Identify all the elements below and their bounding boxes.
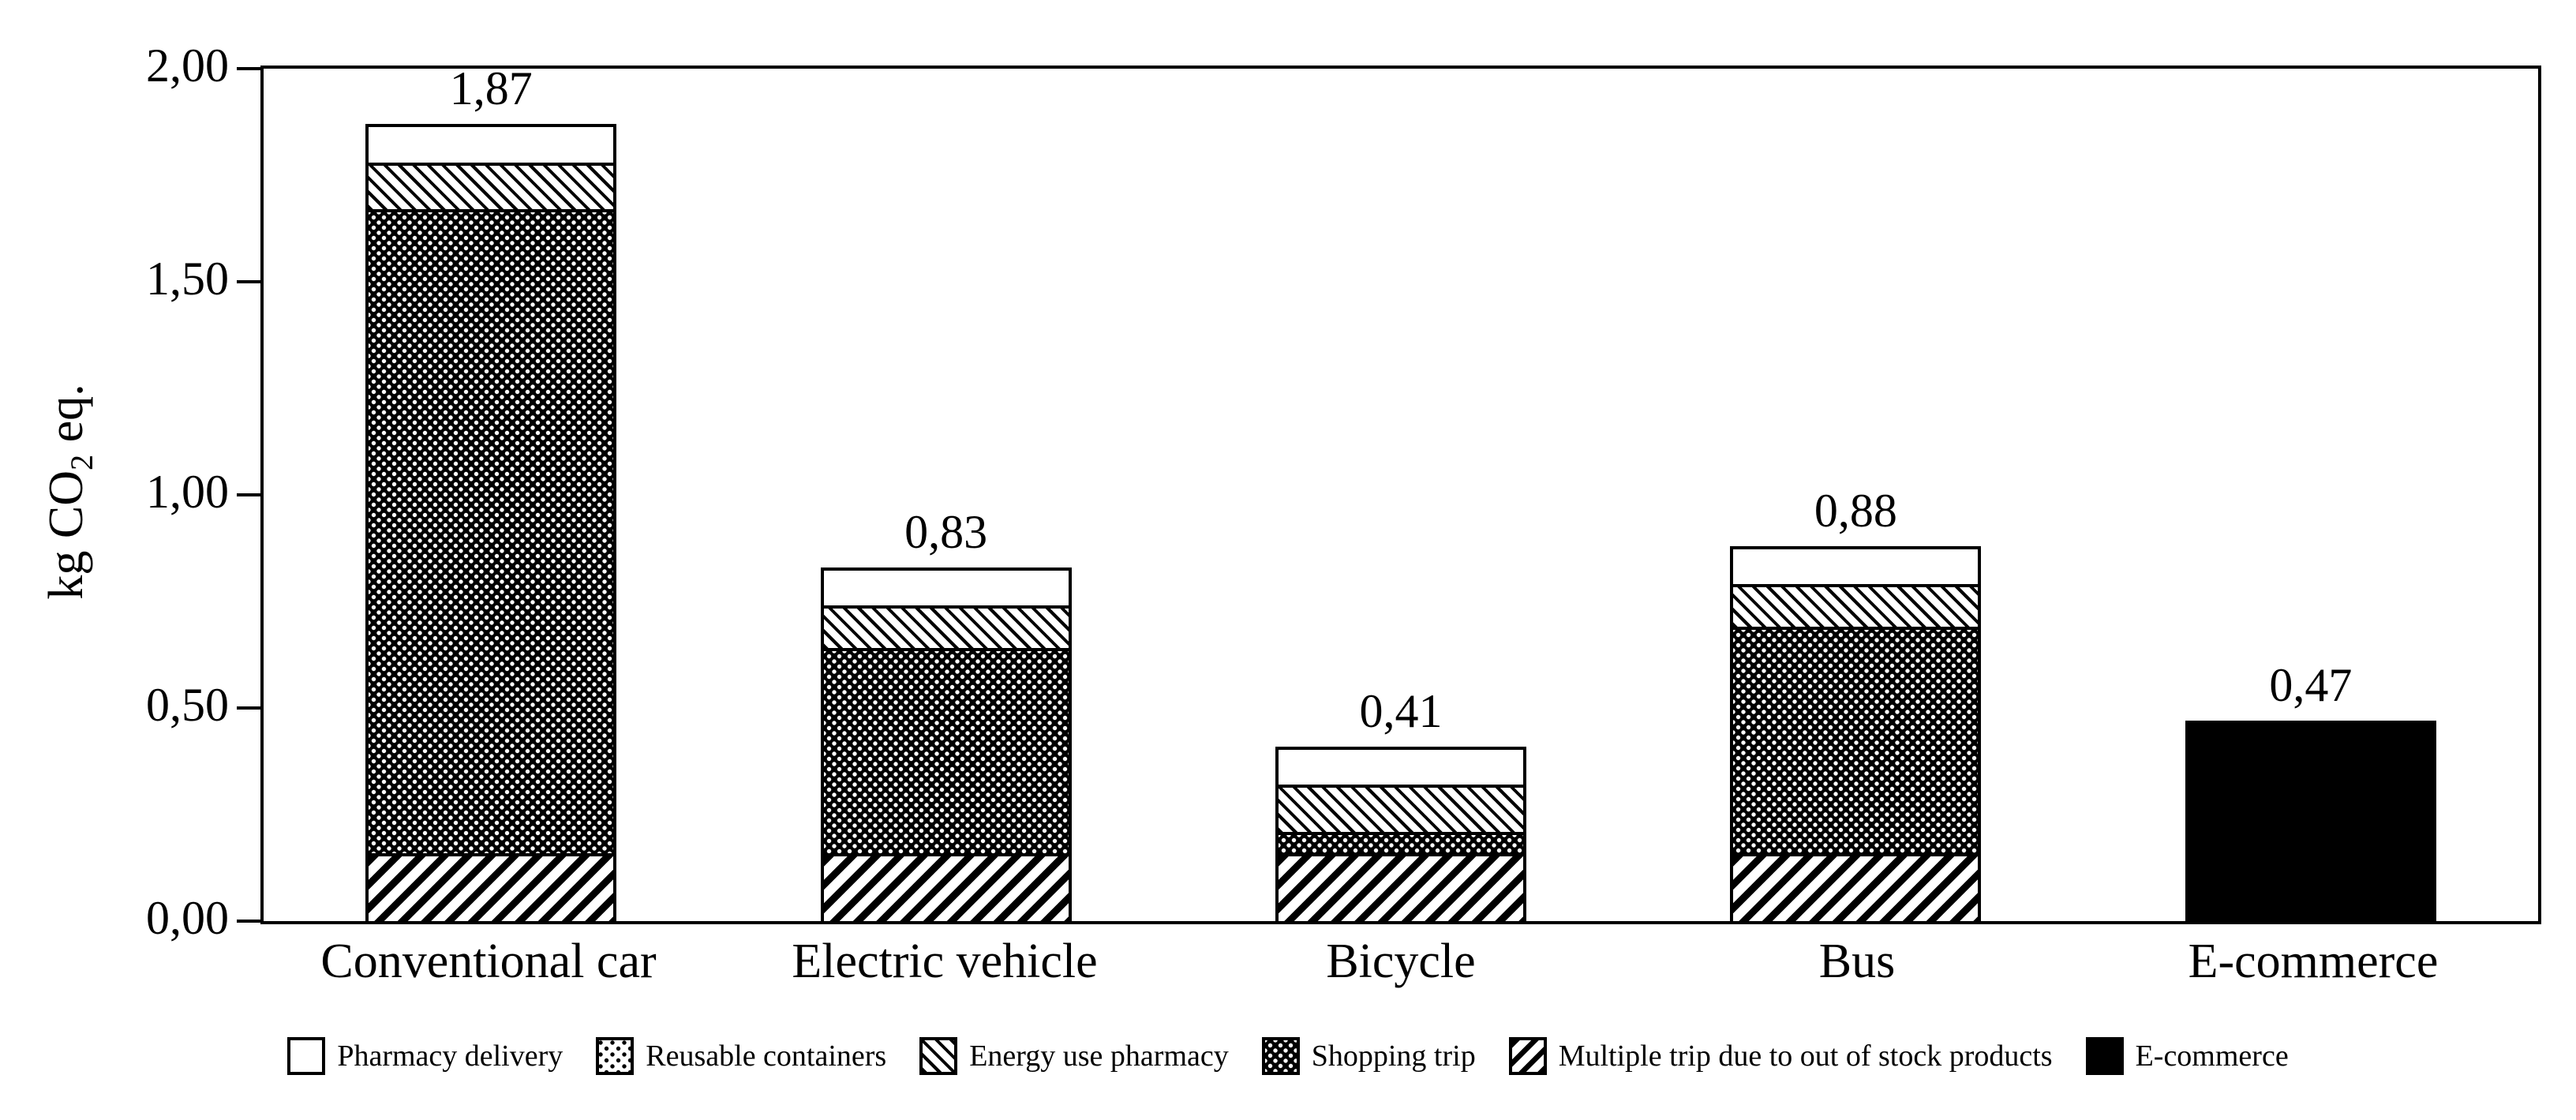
y-axis-tick <box>237 280 260 283</box>
bar-segment-solid <box>2185 721 2436 921</box>
legend-item-pharmacy-delivery: Pharmacy delivery <box>287 1037 563 1075</box>
legend-item-reusable-containers: Reusable containers <box>596 1037 886 1075</box>
y-axis-tick-label: 0,50 <box>146 679 229 731</box>
bar-segment-hatch <box>365 162 617 210</box>
bar-segment-dense-dots <box>1275 831 1527 853</box>
plot-area: 1,87 0,83 0,41 0,88 0,47 <box>237 62 2541 924</box>
y-axis-title-suffix: eq. <box>39 384 93 455</box>
stacked-bar <box>2185 721 2436 921</box>
stacked-bar <box>1275 746 1527 921</box>
legend-label: Reusable containers <box>646 1039 887 1073</box>
bar-segment-plain <box>820 567 1072 606</box>
legend-label: E-commerce <box>2135 1039 2289 1073</box>
legend-label: Multiple trip due to out of stock produc… <box>1558 1039 2053 1073</box>
legend-swatch-stripes <box>1508 1037 1547 1075</box>
bar-total-label: 0,88 <box>1814 484 1897 537</box>
category-label: E-commerce <box>2188 935 2439 988</box>
bar-total-label: 0,41 <box>1359 684 1443 737</box>
stacked-bar <box>365 124 617 921</box>
legend-item-energy-use-pharmacy: Energy use pharmacy <box>919 1037 1229 1075</box>
y-axis-tick <box>237 706 260 710</box>
bar-segment-stripes <box>1730 852 1982 921</box>
y-axis-tick-label: 1,00 <box>146 466 229 518</box>
y-axis-tick <box>237 493 260 496</box>
bar-slot-bicycle: 0,41 <box>1174 69 1628 921</box>
category-label: Conventional car <box>320 935 657 988</box>
legend-swatch-sparse-dots <box>596 1037 635 1075</box>
bar-segment-dense-dots <box>1730 627 1982 853</box>
legend-label: Energy use pharmacy <box>969 1039 1229 1073</box>
legend-item-shopping-trip: Shopping trip <box>1261 1037 1476 1075</box>
bar-segment-hatch <box>1275 785 1527 832</box>
y-axis-tick <box>237 67 260 70</box>
bar-slot-e-commerce: 0,47 <box>2084 69 2538 921</box>
x-axis-category-labels: Conventional car Electric vehicle Bicycle B… <box>260 933 2541 990</box>
bar-total-label: 0,83 <box>904 505 988 558</box>
category-label: Bus <box>1818 935 1896 988</box>
bar-segment-plain <box>365 124 617 163</box>
legend-swatch-solid <box>2085 1037 2124 1075</box>
bar-segment-stripes <box>1275 852 1527 921</box>
bar-segment-hatch <box>1730 584 1982 627</box>
y-axis-tick-label: 2,00 <box>146 39 229 92</box>
category-label: Bicycle <box>1326 935 1476 988</box>
legend-swatch-hatch <box>919 1037 958 1075</box>
bar-segment-hatch <box>820 605 1072 649</box>
bar-group: 1,87 0,83 0,41 0,88 0,47 <box>264 62 2538 921</box>
bar-slot-bus: 0,88 <box>1628 69 2083 921</box>
legend-swatch-plain <box>287 1037 326 1075</box>
y-axis-tick-label: 1,50 <box>146 253 229 305</box>
bar-slot-electric-vehicle: 0,83 <box>718 69 1173 921</box>
stacked-bar <box>1730 545 1982 921</box>
bar-slot-conventional-car: 1,87 <box>264 62 718 921</box>
legend-label: Shopping trip <box>1311 1039 1476 1073</box>
legend-label: Pharmacy delivery <box>337 1039 564 1073</box>
legend-item-multiple-trip-due-to-out-of-stock-products: Multiple trip due to out of stock produc… <box>1508 1037 2053 1075</box>
y-axis-tick-label: 0,00 <box>146 892 229 944</box>
bar-total-label: 0,47 <box>2269 659 2353 712</box>
legend-item-e-commerce: E-commerce <box>2085 1037 2289 1075</box>
bar-segment-dense-dots <box>365 209 617 853</box>
chart-legend: Pharmacy delivery Reusable containers Ener… <box>0 1037 2576 1075</box>
bar-segment-plain <box>1730 545 1982 585</box>
bar-segment-stripes <box>365 852 617 921</box>
stacked-bar <box>820 567 1072 921</box>
y-axis-tick <box>237 920 260 923</box>
bar-segment-stripes <box>820 852 1072 921</box>
bar-segment-dense-dots <box>820 648 1072 853</box>
category-label: Electric vehicle <box>792 935 1098 988</box>
bar-total-label: 1,87 <box>449 62 533 115</box>
bar-segment-plain <box>1275 746 1527 785</box>
legend-swatch-dense-dots <box>1261 1037 1300 1075</box>
